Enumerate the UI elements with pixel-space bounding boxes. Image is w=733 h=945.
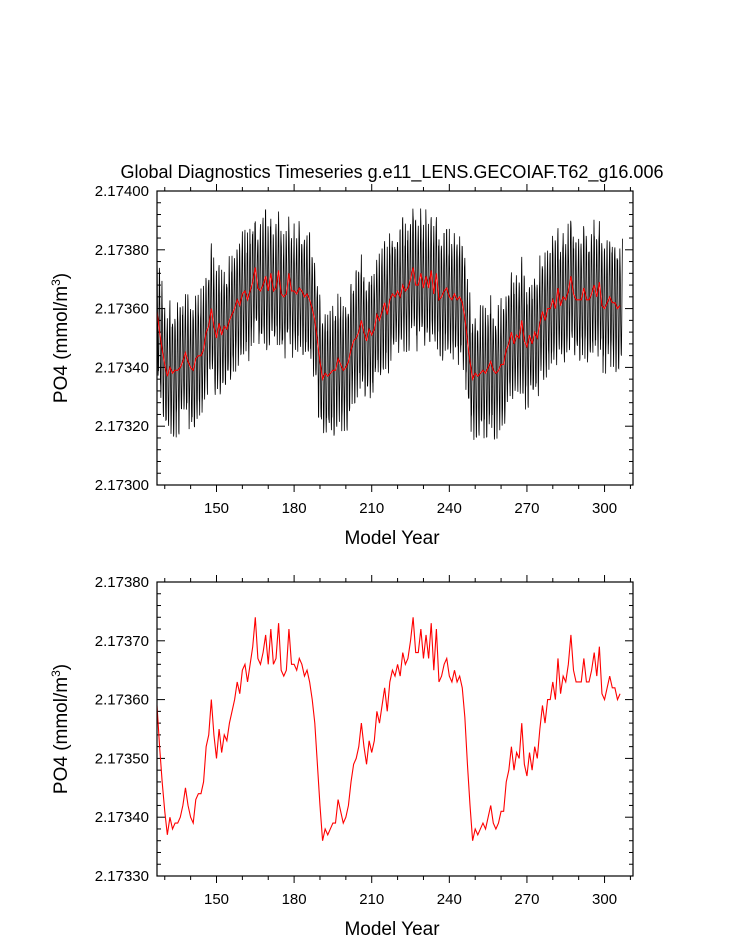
bottom-y-axis-title-close: ) — [51, 664, 72, 670]
bottom-x-axis-title: Model Year — [344, 919, 440, 940]
x-tick-label: 240 — [437, 500, 462, 517]
top-panel: 2.17300 2.17320 2.17340 2.17360 2.17380 2.174… — [49, 183, 634, 549]
y-tick-label: 2.17400 — [95, 183, 149, 200]
y-tick-label: 2.17330 — [95, 868, 149, 885]
y-tick-label: 2.17380 — [95, 242, 149, 259]
annual-mean-series-line — [156, 267, 621, 382]
y-tick-label: 2.17340 — [95, 359, 149, 376]
plot-title: Global Diagnostics Timeseries g.e11_LENS… — [121, 162, 664, 183]
top-y-axis-title-sup: 3 — [49, 279, 63, 286]
x-tick-label: 300 — [592, 891, 617, 908]
top-y-axis-title: PO4 (mmol/m3) — [49, 273, 72, 403]
top-x-ticks: 150 180 210 240 270 300 — [164, 184, 631, 517]
x-tick-label: 150 — [204, 891, 229, 908]
top-y-axis-title-text: PO4 (mmol/m — [51, 286, 72, 403]
x-tick-label: 270 — [514, 891, 539, 908]
bottom-y-axis-title: PO4 (mmol/m3) — [49, 664, 72, 794]
y-tick-label: 2.17300 — [95, 477, 149, 494]
bottom-plot-frame — [156, 581, 634, 877]
bottom-panel: 2.17330 2.17340 2.17350 2.17360 2.17370 2.173… — [49, 574, 634, 940]
x-tick-label: 180 — [282, 891, 307, 908]
top-plot-frame — [156, 190, 634, 486]
y-tick-label: 2.17320 — [95, 418, 149, 435]
bottom-y-ticks: 2.17330 2.17340 2.17350 2.17360 2.17370 2.173… — [95, 574, 633, 885]
monthly-series-line — [156, 208, 623, 440]
y-tick-label: 2.17380 — [95, 574, 149, 591]
bottom-x-ticks: 150 180 210 240 270 300 — [164, 575, 631, 908]
bottom-series — [156, 617, 621, 841]
x-tick-label: 270 — [514, 500, 539, 517]
x-tick-label: 300 — [592, 500, 617, 517]
bottom-y-axis-title-text: PO4 (mmol/m — [51, 677, 72, 794]
x-tick-label: 210 — [359, 891, 384, 908]
annual-mean-series-line — [156, 617, 621, 841]
top-y-ticks: 2.17300 2.17320 2.17340 2.17360 2.17380 2.174… — [95, 183, 633, 494]
y-tick-label: 2.17350 — [95, 750, 149, 767]
y-tick-label: 2.17340 — [95, 809, 149, 826]
x-tick-label: 180 — [282, 500, 307, 517]
y-tick-label: 2.17360 — [95, 301, 149, 318]
y-tick-label: 2.17360 — [95, 692, 149, 709]
x-tick-label: 240 — [437, 891, 462, 908]
x-tick-label: 150 — [204, 500, 229, 517]
y-tick-label: 2.17370 — [95, 633, 149, 650]
x-tick-label: 210 — [359, 500, 384, 517]
top-series — [156, 208, 623, 440]
top-x-axis-title: Model Year — [344, 528, 440, 549]
top-y-axis-title-close: ) — [51, 273, 72, 279]
bottom-y-axis-title-sup: 3 — [49, 670, 63, 677]
